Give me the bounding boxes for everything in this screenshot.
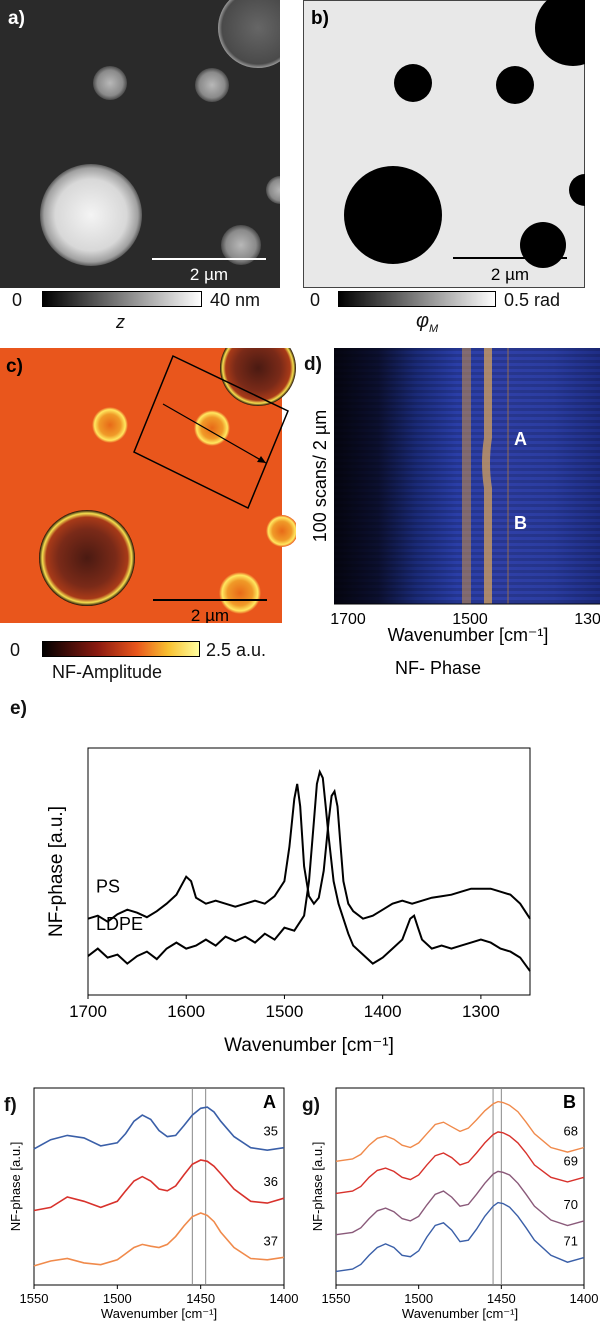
colorbar-gray (338, 291, 496, 307)
x-tick-label: 1400 (570, 1291, 599, 1306)
colorbar-c-max: 2.5 a.u. (206, 640, 267, 660)
x-tick-label: 1400 (364, 1002, 402, 1021)
plot-frame (33, 1087, 285, 1286)
chart-e: 1700 1600 1500 1400 1300 Wavenumber [cm⁻¹] NF-… (46, 747, 531, 1056)
x-axis-label: Wavenumber [cm⁻¹] (388, 625, 549, 645)
chart-f: 1550 1500 1450 1400 Wavenumber [cm⁻¹] NF-phas… (8, 1087, 299, 1321)
series-label: 35 (264, 1124, 278, 1139)
scalebar-label: 2 µm (491, 265, 529, 284)
panel-label-g: g) (302, 1095, 320, 1116)
plot-frame (87, 747, 531, 996)
scalebar-label: 2 µm (191, 606, 229, 623)
series-line-71 (335, 1201, 585, 1273)
panel-d-spectral-map: A B 1700 1500 1300 100 scans/ 2 µm Waven… (310, 348, 600, 678)
x-axis-label: Wavenumber [cm⁻¹] (402, 1306, 518, 1321)
colorbar-a-max: 40 nm (210, 290, 261, 310)
x-tick-label: 1550 (322, 1291, 351, 1306)
x-tick-label: 1500 (103, 1291, 132, 1306)
series-line-70 (335, 1170, 585, 1236)
panel-f: f) 1550 1500 1450 1400 Wavenumber [cm⁻¹] NF-p… (0, 1075, 300, 1330)
x-tick-label: 1500 (404, 1291, 433, 1306)
panel-label-c: c) (6, 356, 23, 377)
y-axis-label: NF-phase [a.u.] (8, 1142, 23, 1232)
series-line-LDPE (87, 769, 531, 972)
x-tick-label: 1600 (167, 1002, 205, 1021)
chart-title: B (563, 1092, 576, 1112)
map-caption: NF- Phase (395, 658, 481, 678)
x-tick-label: 1700 (69, 1002, 107, 1021)
x-axis-label: Wavenumber [cm⁻¹] (224, 1035, 394, 1056)
colorbar-c-min: 0 (10, 640, 21, 660)
plot-frame (335, 1087, 585, 1286)
chart-title: A (263, 1092, 276, 1112)
colorbar-c-name: NF-Amplitude (52, 662, 163, 682)
series-line-68 (335, 1100, 585, 1162)
series-line-37 (33, 1212, 285, 1267)
x-tick-label: 1400 (270, 1291, 299, 1306)
y-axis-label: 100 scans/ 2 µm (310, 410, 330, 542)
colorbar-a-min: 0 (12, 290, 23, 310)
tick-label: 1500 (452, 611, 488, 628)
colorbar-b-name: φM (416, 310, 439, 335)
x-tick-label: 1550 (20, 1291, 49, 1306)
colorbar-b-min: 0 (310, 290, 321, 310)
series-label: 70 (564, 1197, 578, 1212)
series-label: 69 (564, 1153, 578, 1168)
series-label: 36 (264, 1174, 278, 1189)
series-label: 71 (564, 1234, 578, 1249)
y-axis-label: NF-phase [a.u.] (310, 1142, 325, 1232)
panel-label-b: b) (311, 8, 329, 29)
colorbar-a-name: z (116, 312, 125, 332)
marker-b: B (514, 513, 527, 533)
linescan-box (133, 354, 289, 510)
colorbar-afmhot (42, 641, 200, 657)
x-tick-label: 1500 (266, 1002, 304, 1021)
panel-a: 2 µm a) 0 40 nm z (0, 0, 300, 332)
series-label: 68 (564, 1123, 578, 1138)
series-line-35 (33, 1106, 285, 1152)
series-label: LDPE (96, 914, 143, 934)
panel-a-afm-image: 2 µm a) (0, 0, 280, 288)
series-line-69 (335, 1131, 585, 1195)
panel-c-nf-amplitude-image: 2 µm c) (0, 348, 296, 623)
series-label: 37 (264, 1233, 278, 1248)
x-axis: 1700 1500 1300 (330, 603, 600, 628)
panel-label-a: a) (8, 8, 25, 29)
panel-b: 2 µm b) 0 0.5 rad φM (300, 0, 600, 335)
y-axis-label: NF-phase [a.u.] (46, 806, 67, 937)
series-label: PS (96, 877, 120, 897)
panel-e: e) 1700 1600 1500 1400 1300 Wavenumber [cm⁻¹]… (0, 690, 600, 1070)
panel-d: d) A B 1700 (300, 340, 600, 690)
panel-label-e: e) (10, 698, 27, 719)
panel-g: g) 1550 1500 1450 1400 Wavenumber [cm⁻¹] NF-p… (300, 1075, 600, 1330)
series-line-36 (33, 1159, 285, 1212)
panel-b-phase-image: 2 µm b) (303, 0, 585, 288)
series-line-PS (87, 783, 531, 923)
x-tick-label: 1450 (487, 1291, 516, 1306)
x-tick-label: 1450 (186, 1291, 215, 1306)
panel-label-d: d) (304, 354, 322, 375)
panel-label-f: f) (4, 1095, 17, 1116)
colorbar-b-max: 0.5 rad (504, 290, 561, 310)
tick-label: 1300 (574, 611, 600, 628)
scalebar-label: 2 µm (190, 265, 228, 284)
panel-c: 2 µm c) 0 2.5 a.u. NF-Amplitude (0, 340, 300, 682)
chart-g: 1550 1500 1450 1400 Wavenumber [cm⁻¹] NF-phas… (310, 1087, 599, 1321)
tick-label: 1700 (330, 611, 366, 628)
x-tick-label: 1300 (462, 1002, 500, 1021)
marker-a: A (514, 429, 527, 449)
colorbar-gray (42, 291, 202, 307)
x-axis-label: Wavenumber [cm⁻¹] (101, 1306, 217, 1321)
